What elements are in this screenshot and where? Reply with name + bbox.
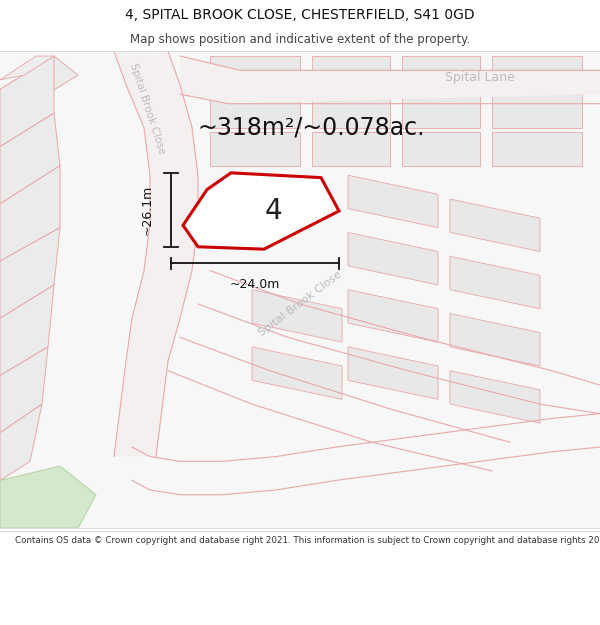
Polygon shape: [450, 199, 540, 251]
Polygon shape: [210, 94, 300, 128]
Polygon shape: [312, 94, 390, 128]
Polygon shape: [210, 132, 300, 166]
Polygon shape: [0, 228, 60, 318]
Polygon shape: [402, 94, 480, 128]
Polygon shape: [252, 290, 342, 342]
Text: Spital Brook Close: Spital Brook Close: [128, 62, 166, 155]
Text: Contains OS data © Crown copyright and database right 2021. This information is : Contains OS data © Crown copyright and d…: [15, 536, 600, 545]
Polygon shape: [402, 56, 480, 89]
Polygon shape: [180, 56, 600, 104]
Text: ~318m²/~0.078ac.: ~318m²/~0.078ac.: [198, 116, 425, 139]
Polygon shape: [450, 371, 540, 423]
Polygon shape: [0, 466, 96, 528]
Polygon shape: [348, 175, 438, 228]
Polygon shape: [183, 173, 339, 249]
Polygon shape: [0, 166, 60, 261]
Polygon shape: [402, 132, 480, 166]
Polygon shape: [0, 56, 78, 109]
Polygon shape: [210, 56, 300, 89]
Polygon shape: [0, 285, 54, 376]
Polygon shape: [252, 347, 342, 399]
Polygon shape: [492, 132, 582, 166]
Polygon shape: [0, 347, 48, 432]
Polygon shape: [312, 56, 390, 89]
Polygon shape: [450, 256, 540, 309]
Text: Spital Lane: Spital Lane: [445, 71, 515, 84]
Polygon shape: [0, 56, 54, 80]
Text: Map shows position and indicative extent of the property.: Map shows position and indicative extent…: [130, 34, 470, 46]
Polygon shape: [492, 56, 582, 89]
Polygon shape: [0, 56, 54, 147]
Polygon shape: [348, 290, 438, 342]
Polygon shape: [348, 347, 438, 399]
Text: 4: 4: [264, 197, 282, 225]
Polygon shape: [0, 113, 60, 204]
Text: Spital Brook Close: Spital Brook Close: [257, 269, 343, 338]
Text: ~26.1m: ~26.1m: [140, 184, 154, 235]
Text: ~24.0m: ~24.0m: [230, 278, 280, 291]
Polygon shape: [0, 404, 42, 481]
Polygon shape: [219, 185, 279, 216]
Polygon shape: [492, 94, 582, 128]
Polygon shape: [114, 51, 198, 457]
Polygon shape: [348, 232, 438, 285]
Polygon shape: [450, 314, 540, 366]
Polygon shape: [312, 132, 390, 166]
Polygon shape: [0, 51, 600, 528]
Text: 4, SPITAL BROOK CLOSE, CHESTERFIELD, S41 0GD: 4, SPITAL BROOK CLOSE, CHESTERFIELD, S41…: [125, 8, 475, 22]
